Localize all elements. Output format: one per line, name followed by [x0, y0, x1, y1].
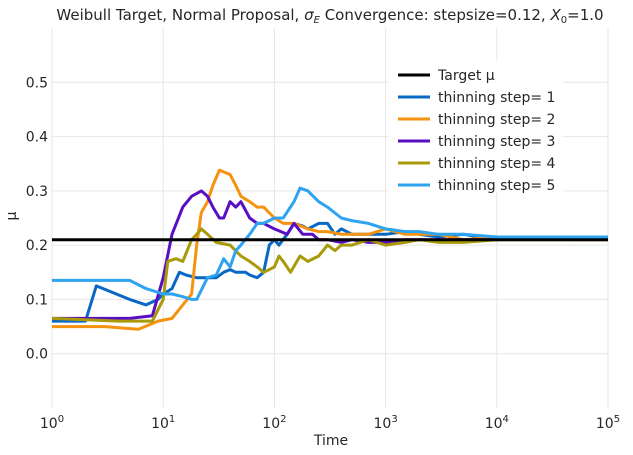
x-tick-exponent: 1 — [169, 414, 175, 425]
y-tick-label: 0.5 — [26, 75, 48, 91]
x-tick-base: 10 — [596, 416, 614, 432]
series-lines — [51, 168, 609, 331]
legend: Target μ thinning step= 1 thinning step= 2… — [388, 60, 563, 194]
y-tick-label: 0.2 — [26, 238, 48, 254]
legend-label: thinning step= 2 — [438, 112, 555, 128]
x-tick-exponent: 5 — [614, 414, 620, 425]
legend-label: thinning step= 4 — [438, 156, 556, 172]
x-tick-exponent: 0 — [58, 414, 64, 425]
x-tick-base: 10 — [485, 416, 503, 432]
legend-label: thinning step= 3 — [438, 134, 555, 150]
x-tick-label: 105 — [596, 414, 620, 432]
y-tick-label: 0.3 — [26, 184, 48, 200]
title-prefix: Weibull Target, Normal Proposal, — [56, 6, 304, 24]
title-x: X — [549, 6, 561, 24]
y-tick-label: 0.4 — [26, 130, 48, 146]
legend-label: thinning step= 1 — [438, 90, 555, 106]
y-tick-label: 0.1 — [26, 292, 48, 308]
y-tick-label: 0.0 — [26, 347, 48, 363]
title-sigma: σ — [304, 6, 314, 24]
x-tick-exponent: 4 — [503, 414, 509, 425]
legend-label: Target μ — [437, 68, 495, 84]
title-middle: Convergence: stepsize=0.12, — [320, 6, 551, 24]
y-axis-label: μ — [4, 211, 20, 220]
title-suffix: =1.0 — [567, 6, 603, 24]
x-tick-exponent: 3 — [391, 414, 397, 425]
x-tick-label: 103 — [373, 414, 397, 432]
x-tick-label: 104 — [485, 414, 509, 432]
legend-label: thinning step= 5 — [438, 178, 555, 194]
x-tick-label: 101 — [151, 414, 175, 432]
title-x-sub: 0 — [561, 15, 567, 26]
series-line-thinning-step-5 — [52, 186, 608, 301]
x-tick-base: 10 — [151, 416, 169, 432]
series-line-thinning-step-4 — [51, 227, 608, 323]
legend-box — [388, 60, 563, 192]
x-axis-label: Time — [313, 433, 348, 449]
title-sigma-sub: E — [314, 15, 321, 26]
x-tick-label: 100 — [40, 414, 64, 432]
x-tick-base: 10 — [373, 416, 391, 432]
x-tick-base: 10 — [40, 416, 58, 432]
x-tick-base: 10 — [262, 416, 280, 432]
x-tick-exponent: 2 — [280, 414, 286, 425]
x-tick-label: 102 — [262, 414, 286, 432]
series-line-thinning-step-2 — [52, 168, 608, 331]
chart-title: Weibull Target, Normal Proposal, σE Conv… — [56, 6, 603, 26]
